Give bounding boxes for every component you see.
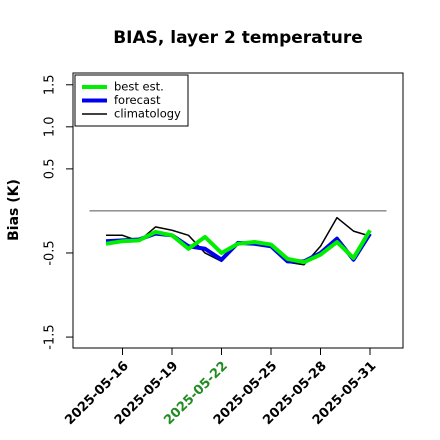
legend-label: forecast <box>114 93 161 107</box>
y-tick-label: 0.5 <box>43 159 58 180</box>
legend-label: climatology <box>114 107 181 121</box>
series-line <box>105 229 372 265</box>
y-tick-label: -1.5 <box>43 324 58 349</box>
y-axis-label: Bias (K) <box>6 179 22 241</box>
y-tick-label: 1.5 <box>43 74 58 95</box>
plot-frame <box>72 72 404 349</box>
legend-label: best est. <box>114 80 164 94</box>
chart-title: BIAS, layer 2 temperature <box>113 28 363 48</box>
y-tick-label: -0.5 <box>43 240 58 265</box>
y-tick-label: 1.0 <box>43 116 58 137</box>
